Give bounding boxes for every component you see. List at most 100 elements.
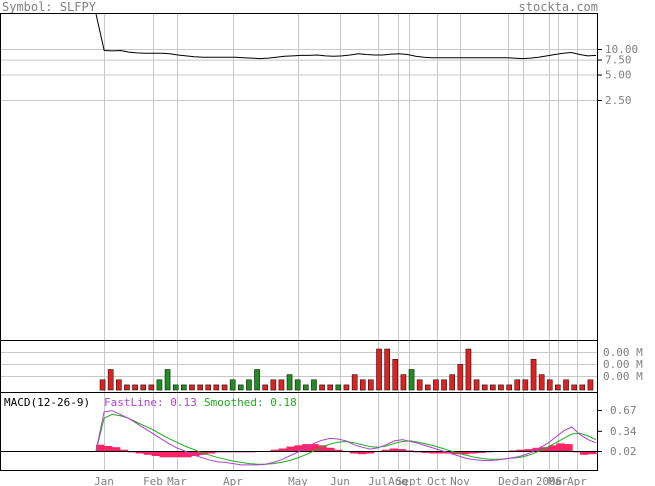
- macd-tick-label: 0.67: [610, 404, 637, 417]
- macd-histogram-bar: [548, 445, 557, 451]
- volume-bar: [457, 364, 464, 391]
- volume-tick-label: 0.00 M: [603, 358, 643, 371]
- macd-histogram-bar: [580, 451, 589, 455]
- x-tick-label: Jan: [513, 475, 533, 486]
- macd-tick-label: 0.02: [610, 445, 637, 458]
- macd-histogram-bar: [397, 449, 406, 451]
- macd-indicator-label: MACD(12-26-9): [4, 396, 90, 409]
- macd-histogram-bar: [437, 451, 446, 454]
- price-panel: 10.007.50 5.00 2.50: [0, 13, 638, 341]
- volume-bar: [530, 359, 537, 391]
- volume-bar: [221, 384, 228, 391]
- x-tick-label: Dec: [498, 475, 518, 486]
- macd-histogram-bar: [167, 451, 176, 458]
- macd-histogram-bar: [270, 449, 279, 451]
- volume-bar: [254, 369, 260, 391]
- volume-bar: [359, 379, 366, 391]
- volume-bar: [197, 384, 203, 391]
- volume-bar: [498, 384, 504, 391]
- volume-bar: [424, 384, 431, 391]
- macd-histogram-bar: [143, 451, 152, 455]
- volume-bar: [148, 384, 155, 391]
- volume-bar: [327, 384, 334, 391]
- macd-histogram-bar: [445, 451, 454, 454]
- volume-bar: [433, 379, 439, 391]
- volume-bar: [107, 369, 114, 391]
- macd-histogram-bar: [334, 449, 343, 451]
- macd-histogram-bar: [111, 447, 121, 451]
- volume-bar: [99, 379, 106, 391]
- volume-bar: [124, 384, 130, 391]
- volume-bar: [335, 384, 342, 391]
- fastline-label: FastLine: 0.13: [104, 396, 197, 409]
- macd-histogram-bar: [103, 446, 113, 451]
- volume-bar: [481, 384, 488, 391]
- volume-bar: [449, 374, 455, 391]
- macd-panel: 0.67 0.34 0.02 MACD(12-26-9) FastLine: 0.1…: [0, 392, 637, 471]
- x-tick-label: Apr: [223, 475, 243, 486]
- macd-histogram-bar: [294, 445, 303, 451]
- site-label: stockta.com: [519, 0, 598, 14]
- price-axis: 10.007.50 5.00 2.50: [1, 43, 638, 107]
- macd-histogram-bar: [556, 443, 565, 451]
- price-tick-label: 10.00: [605, 43, 638, 56]
- x-tick-label: Apr: [567, 475, 587, 486]
- volume-bar: [351, 374, 358, 391]
- volume-bars: [99, 348, 594, 391]
- x-tick-label: Jul: [368, 475, 388, 486]
- volume-bar: [546, 379, 553, 391]
- macd-histogram-bar: [135, 451, 145, 454]
- volume-bar: [384, 348, 390, 391]
- macd-histogram-bar: [469, 451, 478, 454]
- volume-bar: [538, 374, 545, 391]
- macd-histogram: [96, 443, 597, 458]
- volume-bar: [579, 384, 586, 391]
- volume-bar: [473, 379, 480, 391]
- volume-bar: [416, 379, 423, 391]
- volume-bar: [237, 384, 244, 391]
- volume-bar: [132, 384, 138, 391]
- volume-bar: [408, 369, 415, 391]
- grid-lines: [104, 14, 578, 470]
- macd-histogram-bar: [365, 451, 375, 454]
- x-tick-label: Jan: [94, 475, 114, 486]
- volume-bar: [262, 384, 268, 391]
- macd-histogram-bar: [151, 451, 160, 456]
- volume-panel: 0.00 M0.00 M0.00 M: [0, 340, 643, 393]
- macd-histogram-bar: [286, 446, 295, 451]
- x-tick-label: Sept: [396, 475, 423, 486]
- macd-histogram-bar: [381, 449, 391, 451]
- macd-axis: 0.67 0.34 0.02: [597, 404, 637, 458]
- macd-tick-label: 0.34: [610, 425, 637, 438]
- macd-histogram-bar: [461, 451, 470, 455]
- macd-histogram-bar: [175, 451, 184, 458]
- macd-histogram-bar: [96, 444, 105, 451]
- volume-axis: 0.00 M0.00 M0.00 M: [1, 346, 643, 383]
- volume-bar: [286, 374, 293, 391]
- volume-bar: [376, 348, 382, 391]
- volume-bar: [514, 379, 521, 391]
- macd-histogram-bar: [405, 450, 414, 451]
- volume-bar: [490, 384, 496, 391]
- volume-bar: [522, 379, 529, 391]
- macd-histogram-bar: [207, 451, 216, 454]
- macd-histogram-bar: [588, 451, 597, 455]
- volume-bar: [156, 379, 163, 391]
- volume-bar: [213, 384, 220, 391]
- volume-tick-label: 0.00 M: [603, 370, 643, 383]
- x-tick-label: Oct: [427, 475, 447, 486]
- volume-bar: [172, 384, 179, 391]
- macd-histogram-bar: [278, 448, 287, 451]
- price-tick-label: 5.00: [605, 69, 632, 82]
- symbol-label: Symbol: SLFPY: [2, 0, 97, 14]
- volume-bar: [465, 348, 472, 391]
- x-tick-label: Feb: [143, 475, 163, 486]
- fastline-line: [95, 410, 597, 466]
- volume-bar: [189, 384, 195, 391]
- volume-bar: [270, 379, 277, 391]
- x-tick-label: Mar: [548, 475, 568, 486]
- volume-bar: [303, 384, 309, 391]
- macd-histogram-bar: [119, 449, 129, 451]
- volume-bar: [116, 379, 122, 391]
